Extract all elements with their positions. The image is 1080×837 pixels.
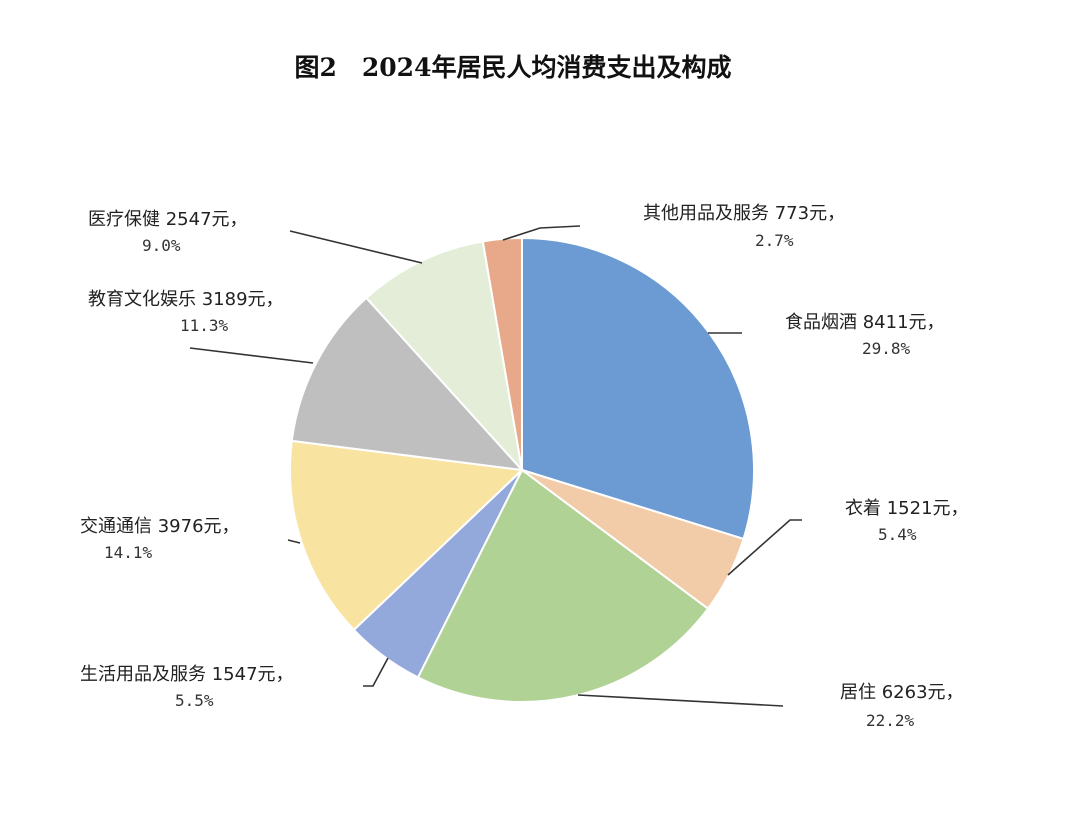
pie-slice-7	[481, 236, 523, 471]
slice-percent-3: 5.5%	[175, 691, 214, 710]
slice-percent-0: 29.8%	[862, 339, 911, 358]
pie-slice-6	[364, 240, 524, 474]
slice-label-0: 食品烟酒 8411元，	[785, 312, 945, 333]
slice-percent-2: 22.2%	[866, 711, 915, 730]
leader-line-1	[727, 519, 802, 576]
slice-label-6: 医疗保健 2547元，	[88, 209, 248, 230]
chart-title: 图2 2024年居民人均消费支出及构成	[295, 53, 732, 82]
slice-label-3: 生活用品及服务 1547元，	[80, 664, 294, 685]
slice-percent-6: 9.0%	[142, 236, 181, 255]
slice-percent-1: 5.4%	[878, 525, 917, 544]
leader-line-5	[189, 347, 314, 364]
pie-slice-5	[290, 296, 525, 472]
leader-line-6	[289, 230, 423, 264]
leader-line-3	[363, 657, 389, 687]
slice-label-1: 衣着 1521元，	[845, 498, 969, 519]
slice-percent-7: 2.7%	[755, 231, 794, 250]
slice-percent-4: 14.1%	[104, 543, 153, 562]
slice-label-4: 交通通信 3976元，	[80, 516, 240, 537]
slice-percent-5: 11.3%	[180, 316, 229, 335]
pie-slice-4	[289, 439, 525, 632]
leader-line-7	[502, 225, 581, 241]
leader-line-4	[287, 539, 301, 544]
leader-line-2	[577, 694, 784, 707]
slice-label-7: 其他用品及服务 773元，	[643, 203, 845, 224]
slice-label-5: 教育文化娱乐 3189元，	[88, 289, 284, 310]
pie-slice-2	[416, 468, 710, 703]
slice-label-2: 居住 6263元，	[840, 682, 964, 703]
